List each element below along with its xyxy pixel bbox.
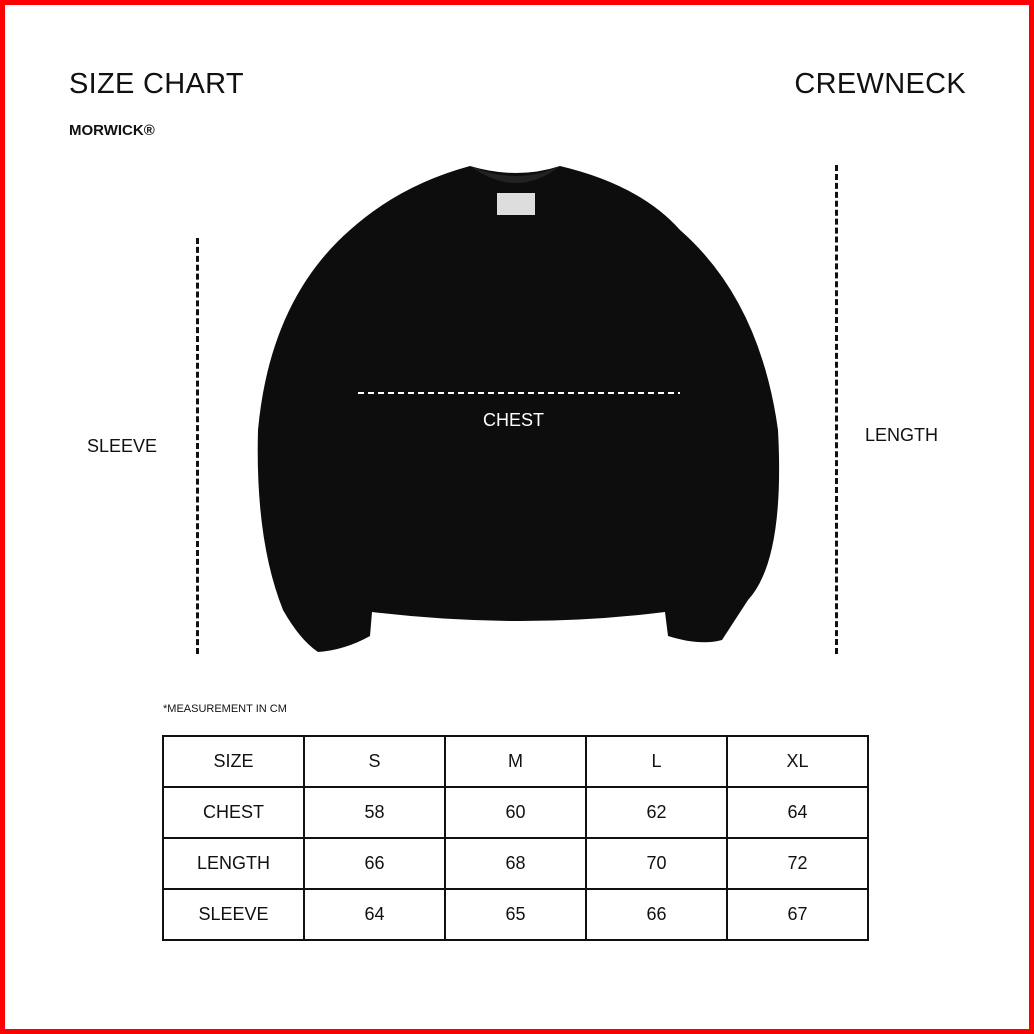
page-title: SIZE CHART [69, 68, 244, 100]
header-cell: L [585, 735, 728, 788]
sweater-body [257, 166, 780, 652]
table-cell: 68 [444, 837, 587, 890]
table-cell: 60 [444, 786, 587, 839]
table-row: CHEST 58 60 62 64 [162, 786, 869, 839]
table-cell: 67 [726, 888, 869, 941]
sleeve-label: SLEEVE [87, 436, 158, 456]
header-cell: XL [726, 735, 869, 788]
length-label: LENGTH [865, 425, 939, 445]
table-cell: 64 [303, 888, 446, 941]
header-cell: M [444, 735, 587, 788]
table-row: LENGTH 66 68 70 72 [162, 837, 869, 890]
row-label: CHEST [162, 786, 305, 839]
crewneck-illustration [257, 166, 780, 652]
table-cell: 58 [303, 786, 446, 839]
table-cell: 65 [444, 888, 587, 941]
brand-name: MORWICK® [69, 122, 155, 139]
product-name: CREWNECK [794, 68, 966, 100]
row-label: SLEEVE [162, 888, 305, 941]
row-label: LENGTH [162, 837, 305, 890]
collar [470, 166, 560, 183]
measurement-note: *MEASUREMENT IN CM [163, 703, 287, 715]
chest-label: CHEST [483, 410, 545, 430]
table-header-row: SIZE S M L XL [162, 735, 869, 788]
table-cell: 72 [726, 837, 869, 890]
table-cell: 70 [585, 837, 728, 890]
table-row: SLEEVE 64 65 66 67 [162, 888, 869, 941]
table-cell: 64 [726, 786, 869, 839]
header-cell: S [303, 735, 446, 788]
table-cell: 62 [585, 786, 728, 839]
sleeve-dashed-line [196, 238, 199, 654]
table-cell: 66 [585, 888, 728, 941]
size-table: SIZE S M L XL CHEST 58 60 62 64 LENGTH 6… [162, 735, 869, 941]
neck-label [497, 193, 535, 215]
table-cell: 66 [303, 837, 446, 890]
length-dashed-line [835, 165, 838, 654]
header-cell: SIZE [162, 735, 305, 788]
